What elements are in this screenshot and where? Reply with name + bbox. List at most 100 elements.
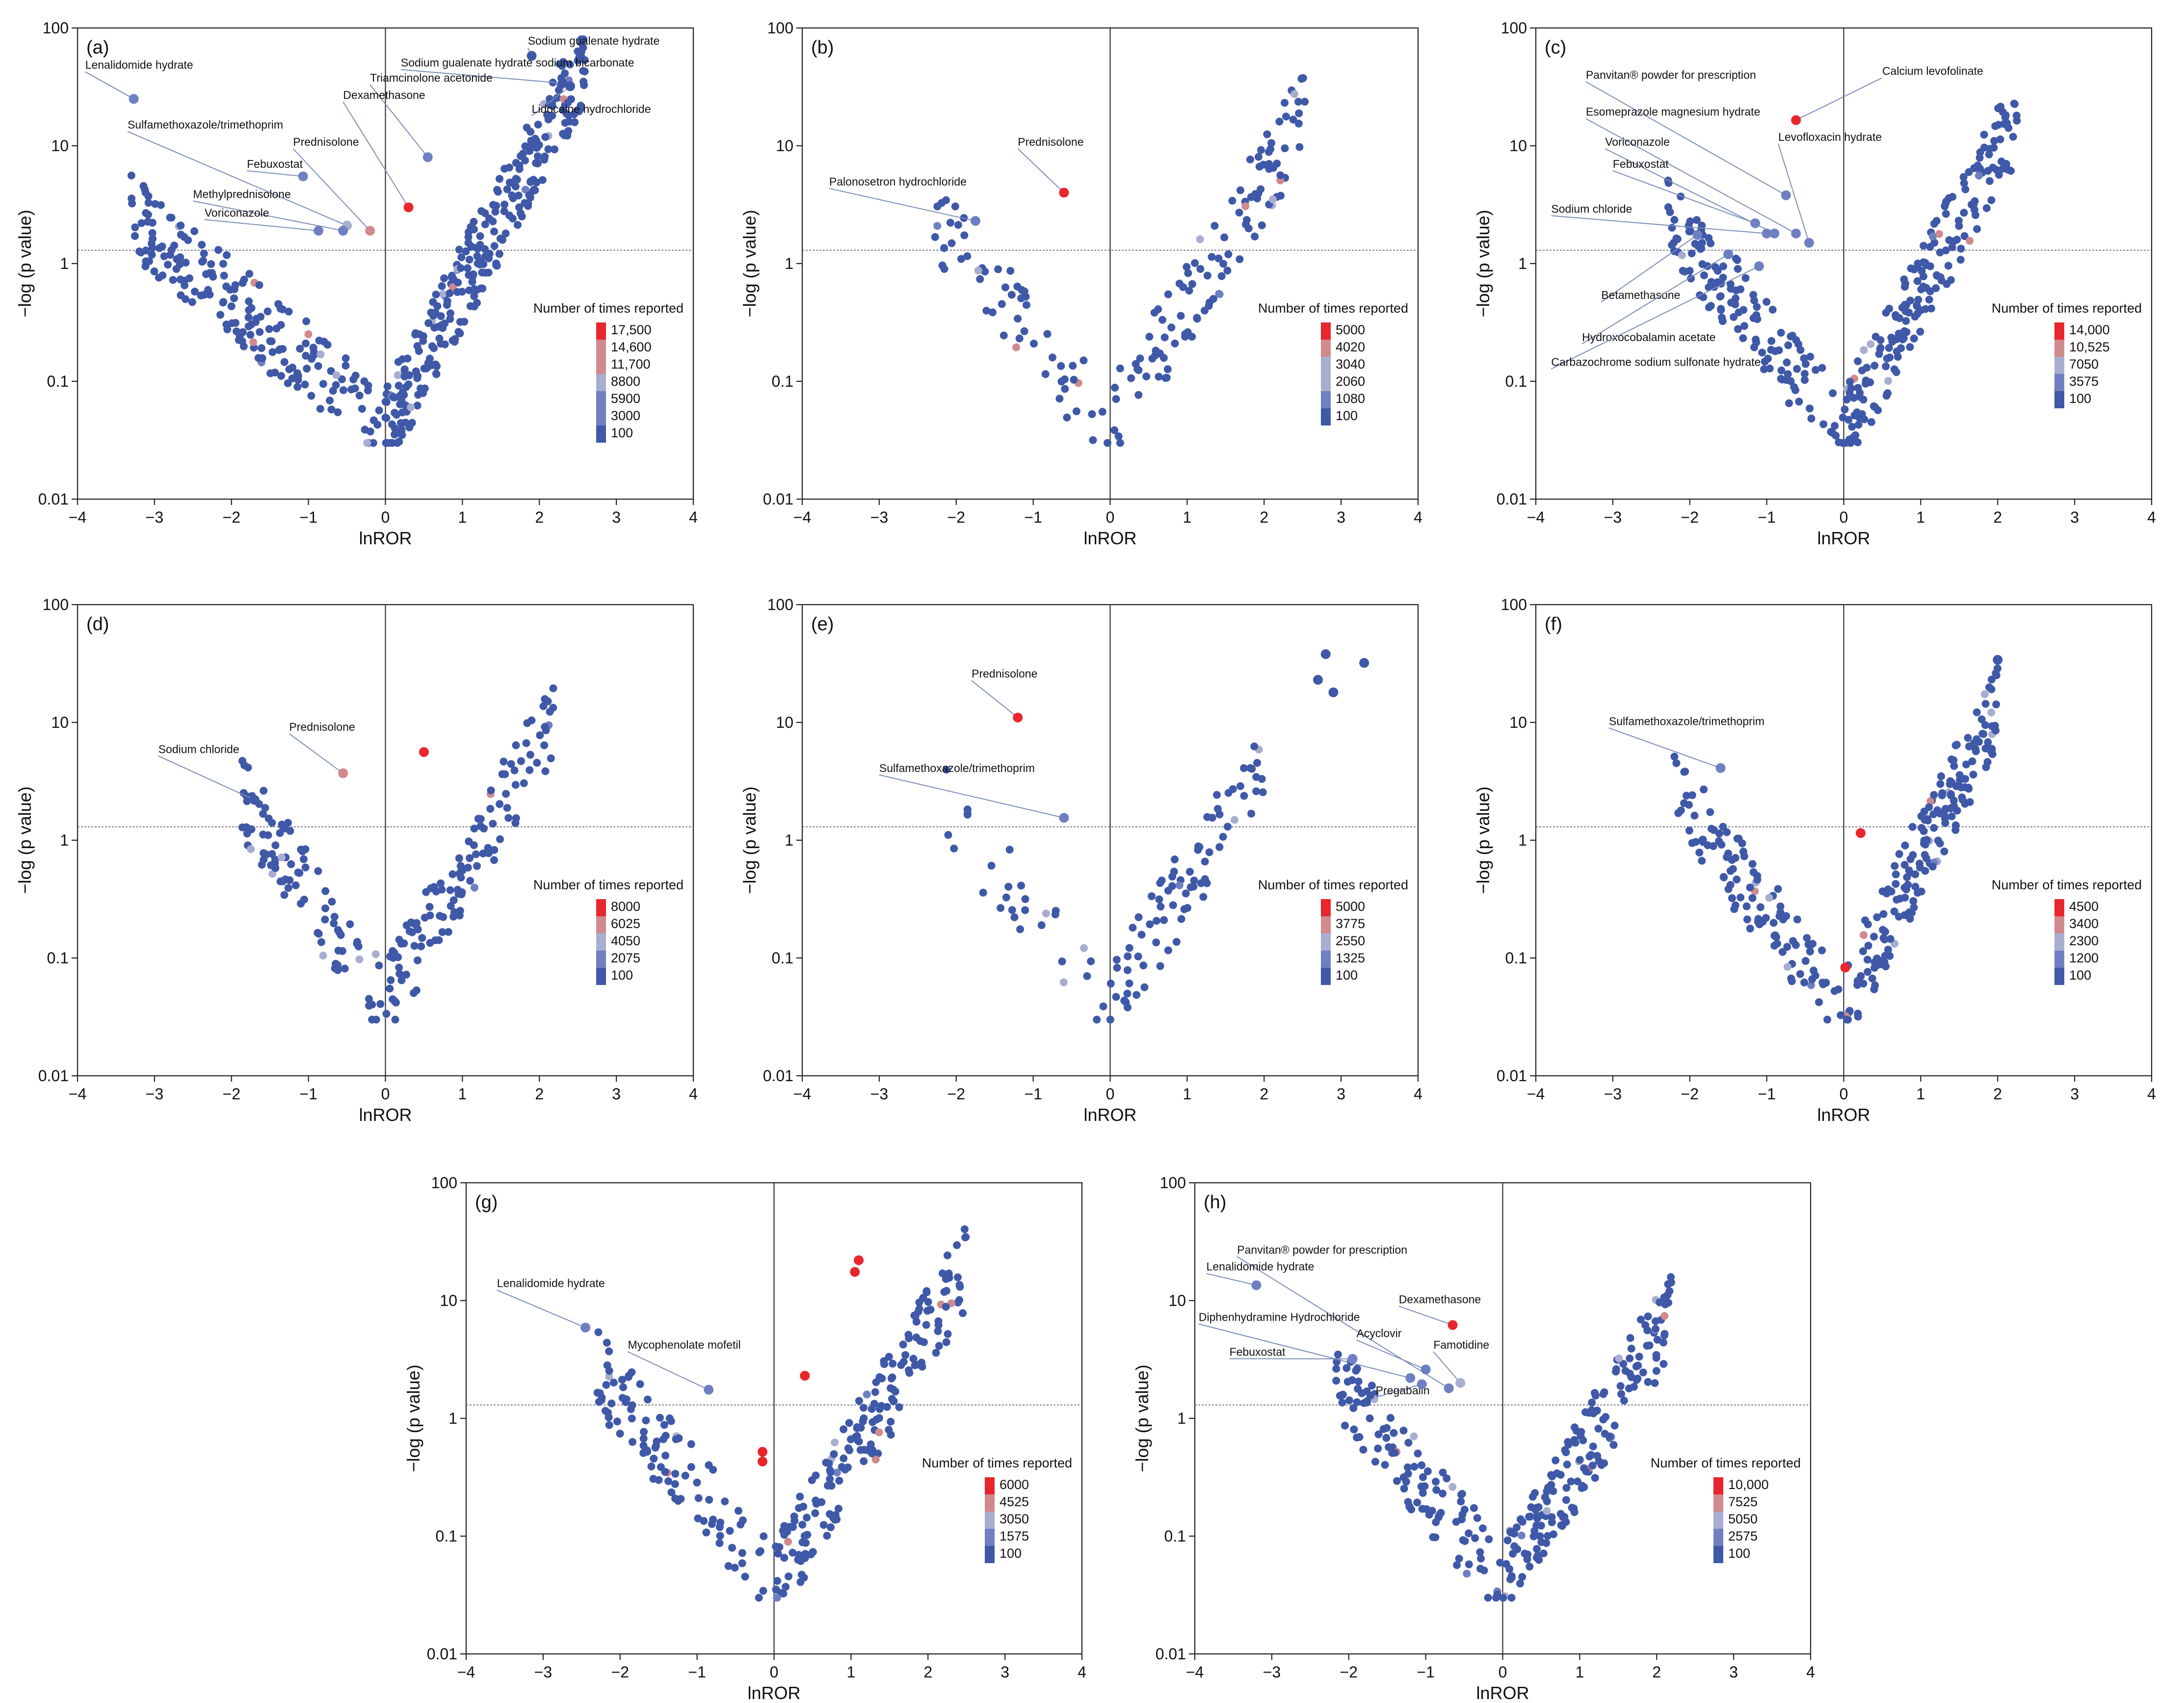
data-point [489, 217, 497, 226]
legend-tick-label: 100 [611, 968, 633, 983]
data-point [304, 330, 313, 339]
data-point [446, 886, 454, 894]
data-point [1864, 968, 1872, 976]
data-point [629, 1438, 637, 1446]
data-point [473, 862, 481, 870]
data-point [671, 1469, 680, 1478]
legend-color-swatch [596, 899, 606, 916]
highlighted-point [1781, 190, 1791, 200]
data-point [1731, 854, 1739, 862]
data-point [137, 219, 146, 227]
data-point [1884, 377, 1893, 385]
data-point [470, 841, 478, 850]
legend-color-swatch [1321, 391, 1331, 408]
data-point [1354, 1384, 1362, 1393]
x-axis-label: lnROR [359, 528, 412, 548]
data-point [1682, 792, 1690, 800]
x-tick-label: 2 [1993, 508, 2002, 526]
x-tick-label: 4 [1414, 508, 1422, 526]
data-point [1017, 881, 1026, 890]
x-tick-label: 2 [1260, 1085, 1268, 1103]
data-point [314, 362, 322, 370]
data-point [1484, 1594, 1492, 1602]
data-point [1854, 1012, 1862, 1021]
legend-title: Number of times reported [1258, 878, 1408, 892]
data-point [1660, 1312, 1669, 1320]
data-point [905, 1369, 914, 1377]
x-tick-label: 3 [2070, 1085, 2079, 1103]
data-point [565, 117, 574, 126]
data-point [652, 1442, 660, 1450]
data-point [1734, 325, 1742, 333]
data-point [502, 790, 510, 798]
highlighted-point [1856, 828, 1866, 838]
data-point [1947, 791, 1955, 799]
legend-tick-label: 3775 [1336, 916, 1365, 931]
data-point [1775, 346, 1783, 354]
data-point [1921, 816, 1929, 824]
data-point [1184, 269, 1192, 277]
data-point [520, 779, 528, 787]
data-point [660, 1421, 668, 1429]
data-point [790, 1517, 799, 1525]
data-point [1807, 414, 1816, 423]
data-point [1577, 1432, 1585, 1440]
annotation-leader-line [1605, 148, 1775, 234]
data-point [288, 363, 296, 372]
x-tick-label: 0 [770, 1663, 779, 1681]
data-point [1748, 860, 1757, 868]
data-point [1185, 287, 1193, 295]
legend-tick-label: 1575 [1000, 1529, 1029, 1543]
data-point [469, 270, 477, 278]
data-point [1172, 938, 1181, 946]
data-point [533, 160, 542, 168]
data-point [440, 274, 448, 283]
highlighted-point [1447, 1320, 1458, 1330]
data-point [1465, 1560, 1473, 1569]
data-point [1021, 895, 1029, 903]
data-point [325, 396, 334, 404]
legend-color-swatch [1713, 1546, 1723, 1563]
data-point [371, 950, 380, 958]
data-point [1761, 357, 1769, 366]
data-point [1670, 215, 1679, 224]
highlighted-point [422, 152, 433, 162]
data-point [1920, 241, 1928, 250]
annotation-leader-line [85, 71, 134, 100]
data-point [979, 888, 987, 897]
data-point [160, 252, 168, 261]
data-point [840, 1454, 848, 1463]
data-point [1621, 1367, 1630, 1375]
data-point [407, 918, 415, 927]
data-point [959, 1309, 967, 1317]
point-annotation: Calcium levofolinate [1882, 65, 1983, 78]
legend-color-swatch [596, 322, 606, 340]
x-tick-label: −4 [1186, 1663, 1204, 1681]
data-point [667, 1488, 676, 1496]
data-point [1124, 1003, 1132, 1011]
data-point [596, 1389, 604, 1397]
data-point [889, 1385, 897, 1394]
data-point [1664, 1280, 1672, 1288]
data-point [1452, 1517, 1460, 1526]
legend-color-swatch [1713, 1477, 1723, 1494]
data-point [1268, 195, 1277, 204]
data-point [2009, 133, 2017, 141]
data-point [1937, 772, 1946, 780]
panel-label: (c) [1545, 37, 1566, 58]
data-point [214, 246, 222, 254]
data-point [257, 344, 265, 352]
highlighted-point [757, 1456, 767, 1466]
data-point [826, 1475, 834, 1483]
data-point [523, 124, 531, 132]
data-point [1790, 383, 1798, 391]
data-point [1125, 979, 1133, 987]
data-point [1477, 1554, 1485, 1563]
data-point [1366, 1414, 1374, 1422]
legend-color-swatch [596, 374, 606, 391]
data-point [1152, 917, 1160, 925]
data-point [1706, 808, 1714, 816]
data-point [1977, 715, 1986, 723]
data-point [1774, 885, 1782, 893]
x-tick-label: 3 [2070, 508, 2079, 526]
